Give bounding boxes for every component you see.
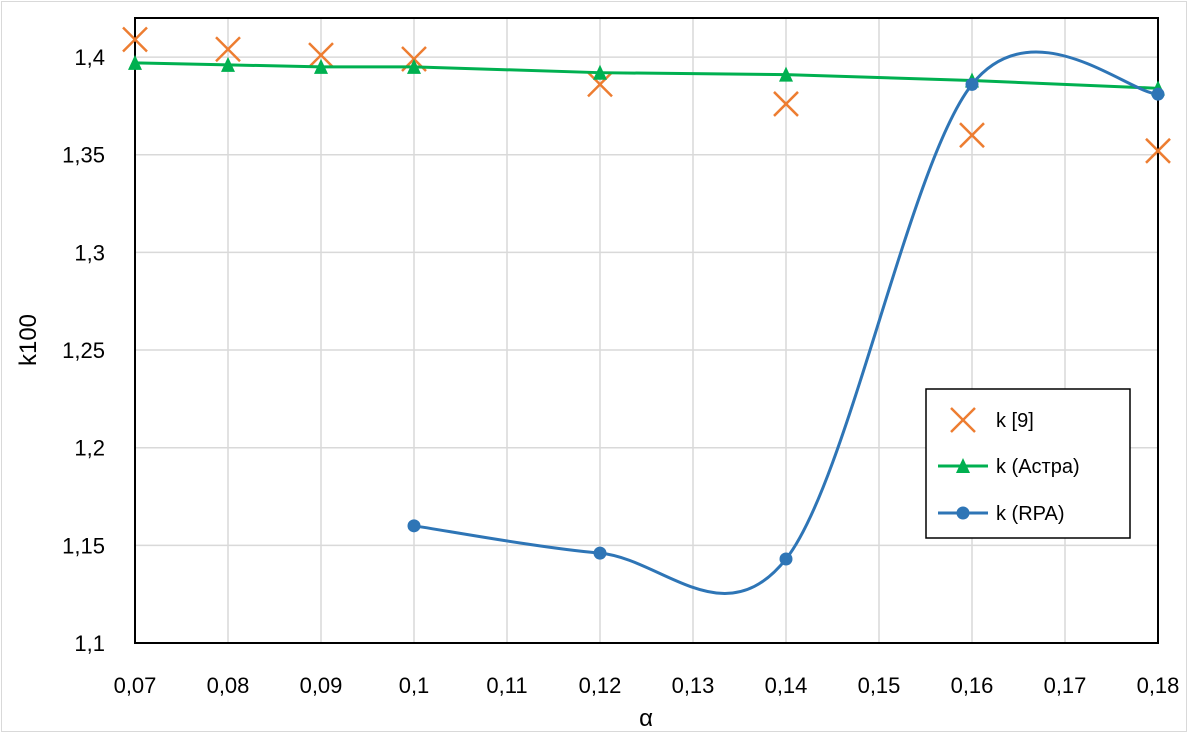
legend-marker-triangle [938, 458, 988, 473]
x-tick-label: 0,15 [858, 673, 901, 698]
data-point-x [122, 26, 148, 53]
x-tick-labels: 0,07 0,08 0,09 0,1 0,11 0,12 0,13 0,14 0,15 0,16 0… [114, 673, 1180, 698]
plot-border [134, 17, 1159, 644]
x-tick-label: 0,09 [300, 673, 343, 698]
data-point-triangle [779, 66, 793, 82]
legend-x-mark [950, 407, 976, 433]
data-point-x [959, 122, 985, 149]
series-2 [407, 50, 1165, 595]
legend-label-k9: k [9] [996, 410, 1034, 432]
data-point-circle [593, 546, 607, 560]
series-curve [413, 50, 1159, 595]
y-tick-label: 1,25 [62, 338, 105, 363]
legend-circle-mark [956, 506, 970, 520]
data-point-triangle [407, 58, 421, 74]
y-tick-label: 1,4 [74, 45, 105, 70]
data-point-x [1145, 137, 1171, 164]
x-tick-label: 0,08 [207, 673, 250, 698]
legend-label-rpa: k (RPA) [996, 503, 1065, 525]
series-0 [122, 26, 1171, 164]
x-tick-label: 0,07 [114, 673, 157, 698]
x-tick-label: 0,12 [579, 673, 622, 698]
series-line [134, 61, 1159, 90]
x-axis-title: α [639, 705, 653, 732]
x-tick-label: 0,16 [951, 673, 994, 698]
y-axis-title: k100 [15, 314, 42, 366]
legend-label-astra: k (Астра) [996, 456, 1080, 478]
x-tick-label: 0,11 [486, 673, 527, 698]
y-tick-label: 1,3 [74, 240, 105, 265]
data-point-triangle [221, 56, 235, 72]
x-tick-label: 0,1 [399, 673, 430, 698]
x-tick-label: 0,13 [672, 673, 715, 698]
data-point-x [587, 71, 613, 98]
axes [134, 17, 1159, 644]
data-point-circle [407, 519, 421, 533]
y-tick-label: 1,1 [74, 631, 105, 656]
data-point-circle [965, 77, 979, 91]
data-point-circle [1151, 87, 1165, 101]
y-tick-label: 1,2 [74, 436, 105, 461]
x-tick-label: 0,18 [1137, 673, 1180, 698]
legend-item-rpa: k (RPA) [938, 503, 1065, 525]
y-tick-label: 1,35 [62, 143, 105, 168]
data-point-triangle [593, 64, 607, 80]
series-layer [122, 26, 1171, 595]
data-point-x [308, 42, 334, 68]
legend-triangle-mark [956, 458, 970, 473]
legend: k [9] k (Астра) k (RPA) [925, 388, 1131, 539]
legend-item-astra: k (Астра) [938, 456, 1080, 478]
legend-marker-x [950, 407, 976, 433]
y-tick-labels: 1,1 1,15 1,2 1,25 1,3 1,35 1,4 [62, 45, 105, 656]
x-tick-label: 0,17 [1044, 673, 1087, 698]
data-point-x [215, 36, 241, 63]
legend-item-k9: k [9] [950, 407, 1034, 433]
data-point-circle [779, 552, 793, 566]
series-1 [128, 54, 1165, 96]
x-tick-label: 0,14 [765, 673, 808, 698]
data-point-x [773, 91, 799, 117]
legend-marker-circle [938, 506, 988, 520]
gridlines [135, 18, 1159, 643]
y-tick-label: 1,15 [62, 533, 105, 558]
data-point-triangle [314, 58, 328, 74]
data-point-triangle [128, 54, 142, 70]
